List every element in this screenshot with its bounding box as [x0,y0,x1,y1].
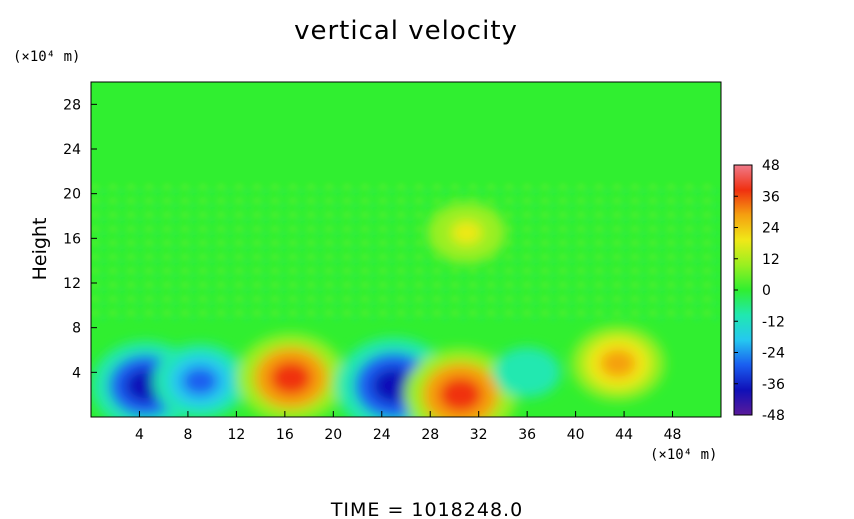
y-tick-label: 20 [63,187,81,203]
colorbar-tick-label: 0 [762,283,771,299]
y-unit-label: (×10⁴ m) [13,49,80,65]
x-tick-label: 28 [421,427,439,443]
field-layer [91,180,721,417]
y-tick-label: 28 [63,97,81,113]
y-tick-label: 24 [63,142,81,158]
y-tick-label: 4 [72,365,81,381]
time-footer: TIME = 1018248.0 [330,499,523,519]
colorbar-tick-label: -12 [762,314,785,330]
y-tick-label: 8 [72,321,81,337]
y-tick-label: 16 [63,231,81,247]
feature-core [600,349,636,378]
feature-core [514,362,540,382]
feature-core [182,367,218,396]
feature-core [270,361,312,395]
feature-core [439,377,482,413]
colorbar-tick-label: 24 [762,221,780,237]
x-unit-label: (×10⁴ m) [650,447,717,463]
x-axis: 4 8 12 16 20 24 28 32 36 40 44 48 [135,411,681,443]
colorbar-tick-label: 48 [762,158,780,174]
chart-title: vertical velocity [294,16,518,46]
velocity-features [91,202,665,417]
y-axis: 4 8 12 16 20 24 28 [63,97,97,381]
colorbar-ticks: 48 36 24 12 0 -12 -24 -36 -48 [734,158,785,424]
x-tick-label: 48 [664,427,682,443]
upper-noise-band [91,180,721,320]
x-tick-label: 4 [135,427,144,443]
x-tick-label: 12 [227,427,245,443]
colorbar-tick-label: -36 [762,377,785,393]
y-axis-label: Height [29,218,51,281]
x-tick-label: 36 [518,427,536,443]
plot-frame [90,81,722,418]
x-tick-label: 20 [324,427,342,443]
y-tick-label: 12 [63,276,81,292]
colorbar-tick-label: 12 [762,252,780,268]
x-tick-label: 8 [183,427,192,443]
plot-area [90,81,722,418]
x-tick-label: 16 [276,427,294,443]
colorbar-tick-label: -48 [762,408,785,424]
colorbar-tick-label: 36 [762,189,780,205]
x-tick-label: 32 [470,427,488,443]
x-tick-label: 44 [615,427,633,443]
colorbar: 48 36 24 12 0 -12 -24 -36 -48 [733,158,785,424]
colorbar-tick-label: -24 [762,346,785,362]
x-tick-label: 24 [373,427,391,443]
feature-core [451,221,482,245]
x-tick-label: 40 [567,427,585,443]
